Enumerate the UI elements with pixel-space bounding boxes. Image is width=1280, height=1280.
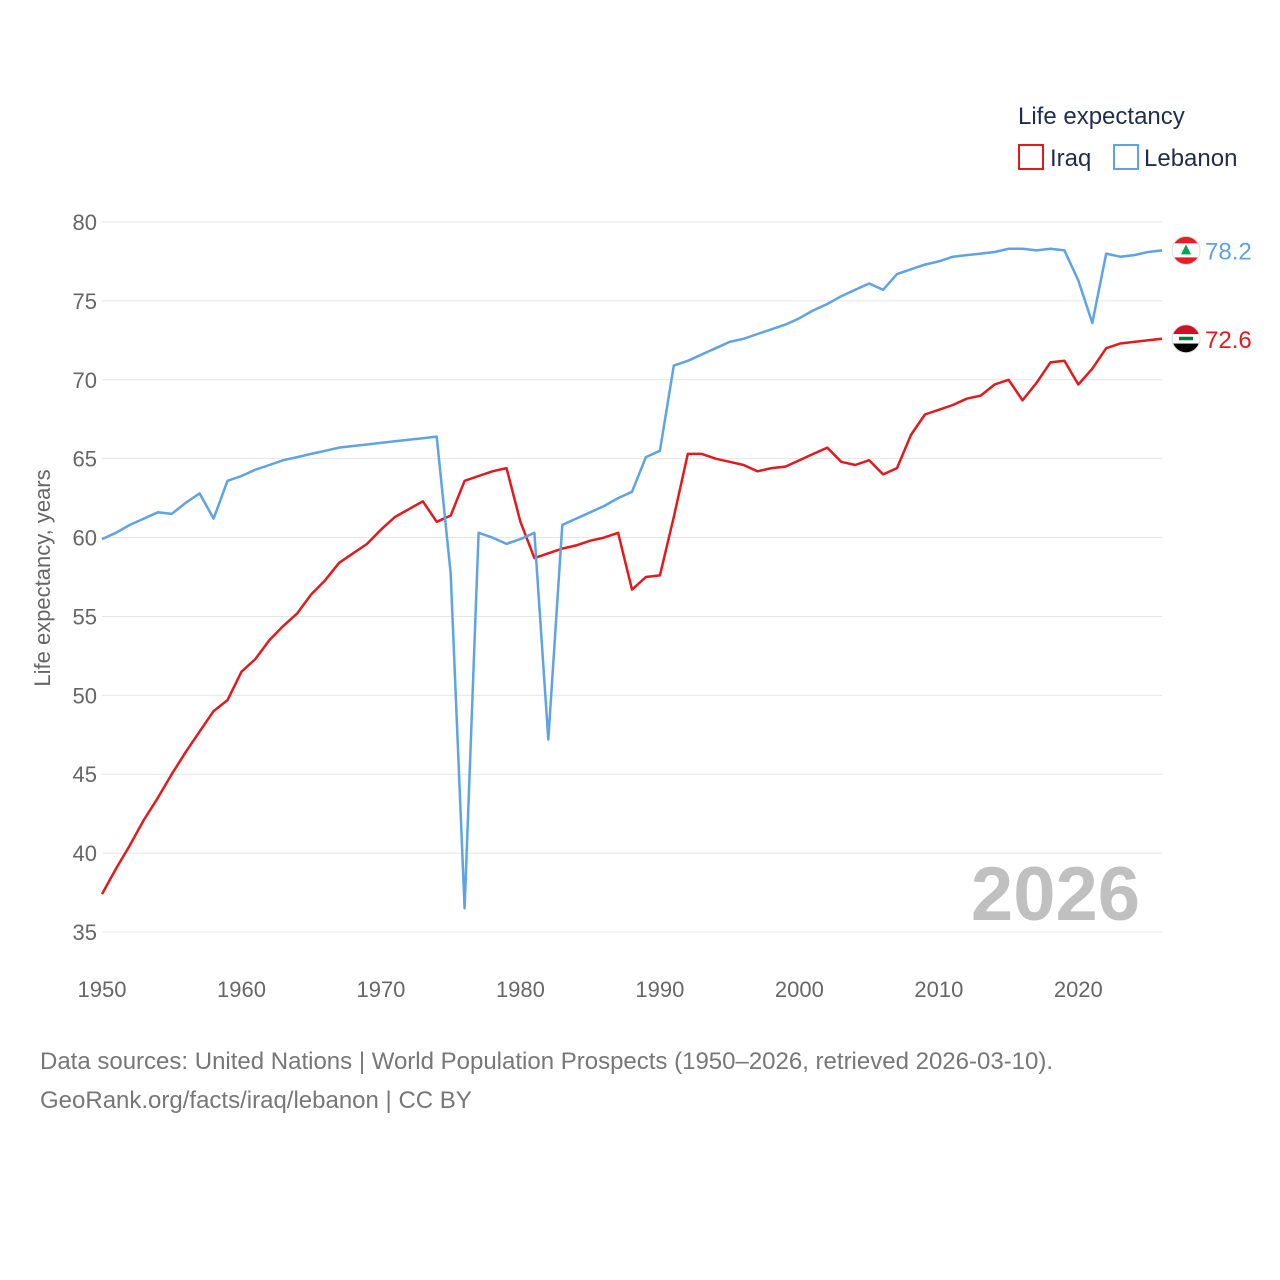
y-tick-label-80: 80 <box>73 210 97 235</box>
gridlines <box>102 221 1162 933</box>
x-tick-label-2010: 2010 <box>914 977 963 1002</box>
y-tick-label-40: 40 <box>73 841 97 866</box>
x-tick-label-1980: 1980 <box>496 977 545 1002</box>
year-watermark: 2026 <box>971 852 1140 937</box>
legend-title: Life expectancy <box>1018 103 1185 130</box>
y-axis-title: Life expectancy, years <box>30 469 55 686</box>
x-tick-label-2000: 2000 <box>775 977 824 1002</box>
y-tick-label-70: 70 <box>73 368 97 393</box>
series-line-iraq[interactable] <box>100 337 1163 895</box>
lebanon-flag-icon <box>1171 235 1201 265</box>
end-label-iraq: 72.6 <box>1205 327 1252 354</box>
legend-label-iraq[interactable]: Iraq <box>1050 145 1091 172</box>
x-tick-label-1960: 1960 <box>217 977 266 1002</box>
legend-swatch-iraq[interactable] <box>1018 144 1044 170</box>
legend-swatch-lebanon[interactable] <box>1113 144 1139 170</box>
y-tick-label-75: 75 <box>73 289 97 314</box>
end-label-lebanon: 78.2 <box>1205 238 1252 265</box>
series-lines <box>100 247 1163 910</box>
x-tick-label-1990: 1990 <box>635 977 684 1002</box>
attribution-link[interactable]: GeoRank.org/facts/iraq/lebanon | CC BY <box>40 1087 472 1114</box>
x-tick-label-2020: 2020 <box>1054 977 1103 1002</box>
y-tick-label-45: 45 <box>73 762 97 787</box>
x-axis-ticks: 1950 1960 1970 1980 1990 2000 2010 2020 <box>78 977 1103 1002</box>
y-axis-ticks: 35 40 45 50 55 60 65 70 75 80 <box>73 210 97 945</box>
legend-label-lebanon[interactable]: Lebanon <box>1144 145 1237 172</box>
x-tick-label-1970: 1970 <box>356 977 405 1002</box>
x-tick-label-1950: 1950 <box>78 977 127 1002</box>
y-tick-label-65: 65 <box>73 447 97 472</box>
y-tick-label-35: 35 <box>73 920 97 945</box>
iraq-flag-icon <box>1171 324 1201 354</box>
y-tick-label-50: 50 <box>73 683 97 708</box>
series-line-lebanon[interactable] <box>101 247 1163 910</box>
legend: Life expectancy Iraq Lebanon <box>1018 103 1237 172</box>
source-text: Data sources: United Nations | World Pop… <box>40 1048 1053 1075</box>
y-tick-label-60: 60 <box>73 526 97 551</box>
y-tick-label-55: 55 <box>73 604 97 629</box>
end-labels: 72.6 78.2 <box>1171 235 1252 354</box>
